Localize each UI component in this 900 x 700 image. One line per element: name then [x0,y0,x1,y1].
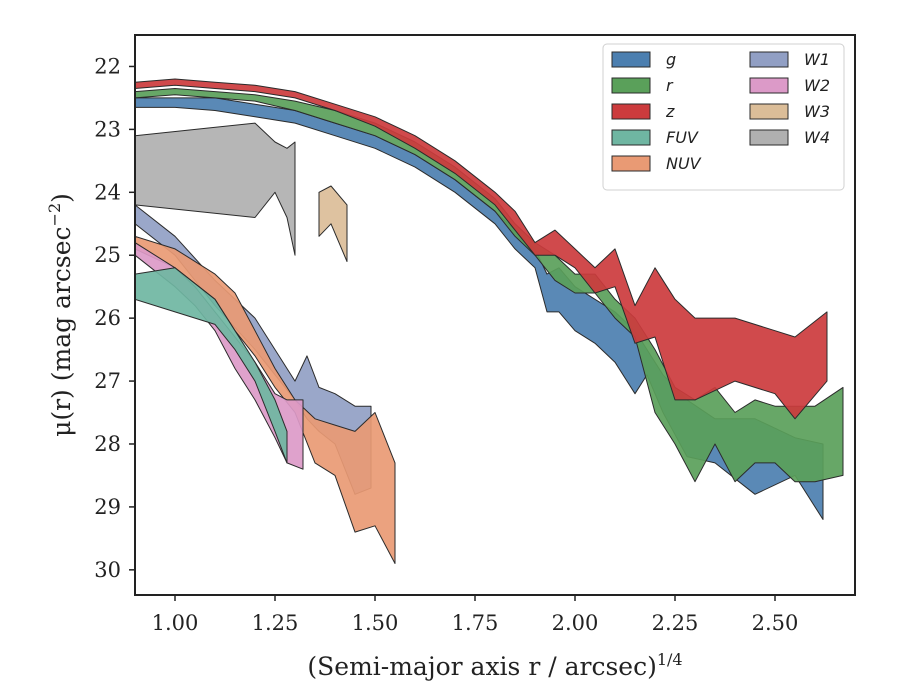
y-tick-label: 24 [94,180,121,204]
x-tick-label: 2.25 [652,611,699,635]
band-w3 [318,185,348,262]
y-axis-label-close: ) [47,193,76,203]
legend-label-w1: W1 [804,50,830,69]
x-axis-label: (Semi-major axis r / arcsec)1/4 [307,650,682,681]
legend-label-w2: W2 [804,76,830,95]
x-tick-label: 1.50 [352,611,399,635]
legend: grz FUV NUV W1 W2 W3 W4 [602,43,845,191]
legend-swatch-w3 [749,103,789,120]
y-tick-label: 25 [94,243,121,267]
y-tick-label: 23 [94,117,121,141]
x-tick-label: 1.00 [152,611,199,635]
y-tick-label: 28 [94,432,121,456]
band-w4 [135,122,296,256]
x-axis-label-text: (Semi-major axis r / arcsec) [307,652,656,681]
y-tick-label: 26 [94,306,121,330]
legend-label-fuv: FUV [666,128,699,147]
legend-swatch-z [611,103,651,120]
y-tick-label: 22 [94,54,121,78]
y-tick-label: 29 [94,495,121,519]
legend-swatch-g [611,51,651,68]
y-tick-label: 27 [94,369,121,393]
legend-swatch-nuv [611,155,651,172]
axis-ticks: 1.00 1.25 1.50 1.75 2.00 2.25 2.50 22 23 24 25 26 27… [94,54,798,635]
x-tick-label: 2.00 [552,611,599,635]
legend-swatch-fuv [611,129,651,146]
legend-label-r: r [666,76,674,95]
y-axis-label: μ(r) (mag arcsec−2) [45,193,76,437]
band-fuv [135,267,288,464]
legend-swatch-r [611,77,651,94]
plot-area [135,78,844,564]
y-axis-label-text: μ(r) (mag arcsec [47,226,76,436]
y-axis-label-exponent: −2 [45,203,64,227]
legend-label-w4: W4 [804,128,830,147]
x-tick-label: 1.25 [252,611,299,635]
x-axis-label-exponent: 1/4 [657,650,683,669]
legend-swatch-w1 [749,51,789,68]
legend-label-z: z [665,102,675,121]
x-tick-label: 1.75 [452,611,499,635]
legend-swatch-w2 [749,77,789,94]
legend-label-g: g [666,50,676,69]
legend-swatch-w4 [749,129,789,146]
band-z [135,78,828,420]
legend-label-w3: W3 [804,102,830,121]
y-tick-label: 30 [94,558,121,582]
legend-label-nuv: NUV [666,154,702,173]
x-tick-label: 2.50 [752,611,799,635]
axes-frame [134,34,856,596]
